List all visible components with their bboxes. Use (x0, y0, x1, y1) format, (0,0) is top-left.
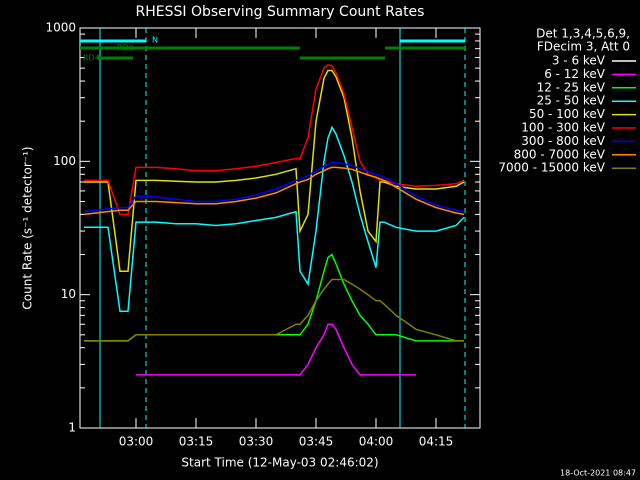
legend-label: 25 - 50 keV (537, 94, 606, 108)
legend-label: 50 - 100 keV (529, 107, 606, 121)
series-line (83, 161, 465, 213)
legend-label: 7000 - 15000 keV (498, 161, 605, 175)
legend-header: FDecim 3, Att 0 (537, 40, 630, 54)
y-tick-label: 1 (68, 421, 76, 435)
y-axis-label: Count Rate (s⁻¹ detector⁻¹) (21, 146, 35, 309)
legend-label: 800 - 7000 keV (514, 147, 606, 161)
legend-label: 100 - 300 keV (521, 121, 605, 135)
series-line (136, 323, 416, 376)
series-line (84, 63, 465, 216)
y-tick-label: 1000 (45, 21, 76, 35)
plot-frame (79, 27, 481, 429)
y-tick-label: 100 (53, 154, 76, 168)
legend-header: Det 1,3,4,5,6,9, (536, 27, 630, 41)
flag-label: N (152, 36, 158, 45)
x-tick-label: 04:00 (359, 435, 394, 449)
series-line (84, 69, 465, 272)
x-axis-label: Start Time (12-May-03 02:46:02) (181, 456, 378, 470)
series-line (84, 125, 465, 313)
x-tick-label: 04:15 (419, 435, 454, 449)
footer: 18-Oct-2021 08:47 (560, 469, 636, 478)
series-line (323, 363, 361, 418)
flag-label: RD0 (117, 44, 134, 53)
legend-label: 12 - 25 keV (537, 80, 606, 94)
legend-label: 3 - 6 keV (552, 54, 606, 68)
x-tick-label: 03:30 (239, 435, 274, 449)
x-tick-label: 03:00 (119, 435, 154, 449)
legend-label: 300 - 800 keV (521, 134, 605, 148)
y-tick-label: 10 (61, 287, 76, 301)
chart-title: RHESSI Observing Summary Count Rates (136, 4, 425, 20)
series-line (84, 253, 464, 342)
x-tick-label: 03:15 (179, 435, 214, 449)
x-tick-label: 03:45 (299, 435, 334, 449)
legend-label: 6 - 12 keV (544, 67, 606, 81)
series-line (84, 278, 464, 342)
flag-label: RD4 (83, 54, 100, 63)
series-line (83, 166, 465, 216)
